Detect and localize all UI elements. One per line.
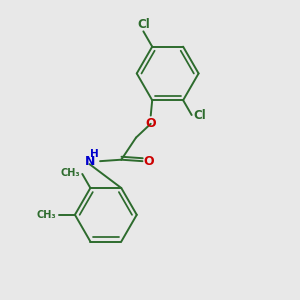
Text: CH₃: CH₃ (60, 168, 80, 178)
Text: O: O (146, 117, 156, 130)
Text: CH₃: CH₃ (37, 210, 56, 220)
Text: O: O (144, 155, 154, 168)
Text: Cl: Cl (193, 109, 206, 122)
Text: Cl: Cl (137, 18, 150, 31)
Text: H: H (90, 149, 99, 159)
Text: N: N (84, 155, 95, 168)
